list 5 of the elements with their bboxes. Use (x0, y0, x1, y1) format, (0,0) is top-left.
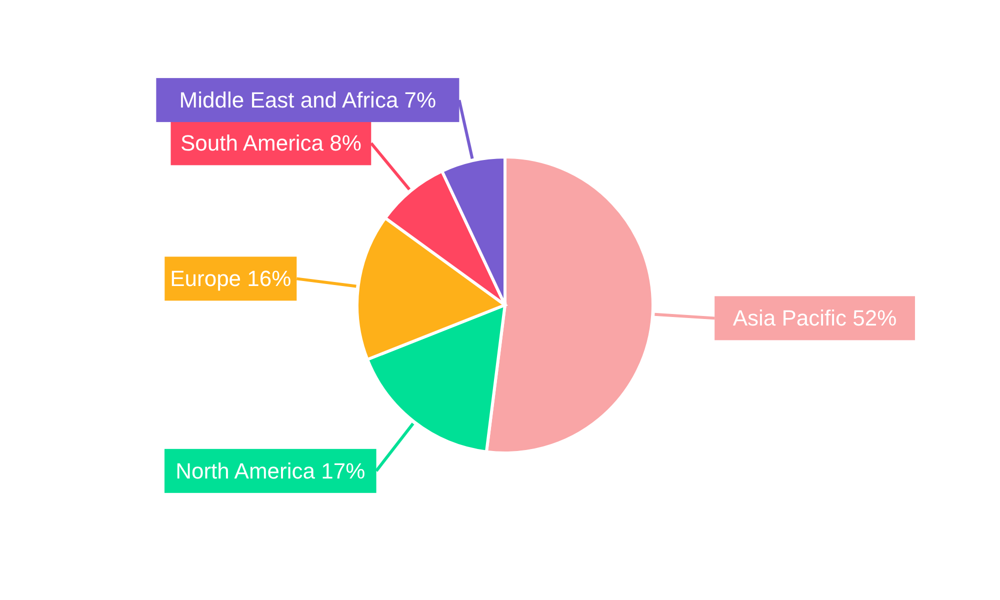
slice-label: Middle East and Africa 7% (179, 88, 436, 113)
slice-label: North America 17% (176, 458, 366, 484)
slice-label: Asia Pacific 52% (732, 306, 897, 331)
slice-label: South America 8% (180, 130, 362, 156)
slice-label: Europe 16% (170, 266, 292, 292)
